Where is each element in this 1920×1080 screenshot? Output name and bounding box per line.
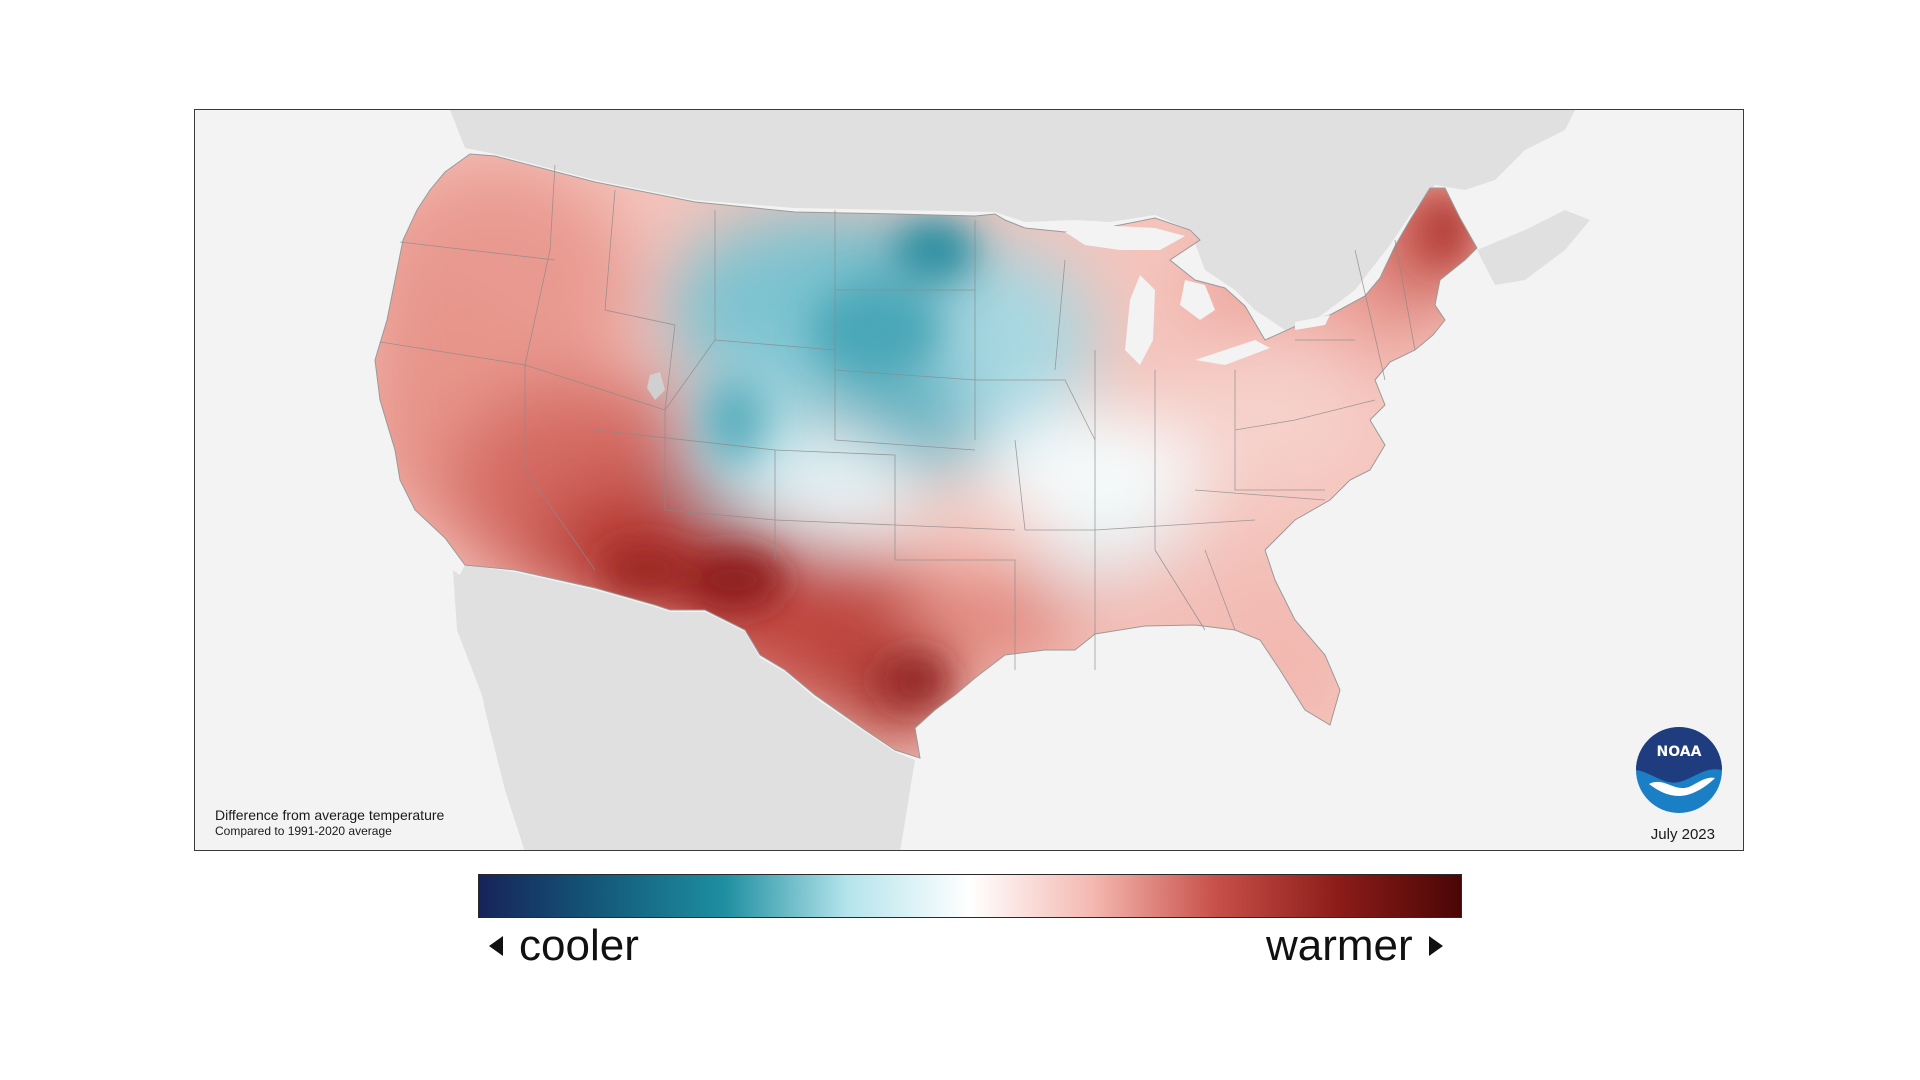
map-frame: Difference from average temperature Comp… — [194, 109, 1744, 851]
caption-title: Difference from average temperature — [215, 807, 445, 823]
mexico-landmass — [457, 565, 915, 850]
color-scale-bar — [478, 874, 1462, 918]
great-salt-lake — [647, 372, 665, 400]
left-triangle-icon — [489, 936, 503, 956]
warmer-label: warmer — [1266, 921, 1413, 970]
temperature-anomaly-map — [195, 110, 1743, 850]
great-lakes — [1065, 226, 1330, 365]
state-borders — [379, 164, 1416, 670]
us-anomaly-field — [375, 154, 1477, 758]
legend-warmer: warmer — [1266, 916, 1443, 976]
cooler-label: cooler — [519, 921, 639, 970]
noaa-logo: NOAA — [1635, 726, 1723, 814]
legend-cooler: cooler — [489, 916, 639, 976]
map-caption: Difference from average temperature Comp… — [215, 807, 444, 839]
right-triangle-icon — [1428, 936, 1443, 956]
canada-landmass — [450, 110, 1575, 330]
period-label: July 2023 — [1650, 826, 1715, 843]
us-outline — [374, 153, 1478, 759]
baja-peninsula — [453, 570, 540, 810]
maritimes-landmass — [1477, 210, 1590, 285]
caption-subtitle: Compared to 1991-2020 average — [215, 824, 392, 838]
noaa-logo-text: NOAA — [1657, 744, 1702, 760]
